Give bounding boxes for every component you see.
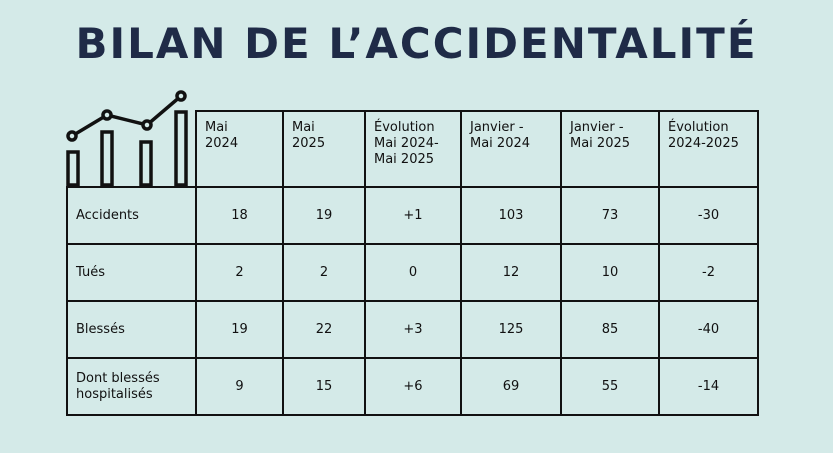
empty-cell xyxy=(67,111,197,187)
value-cell: -40 xyxy=(658,300,759,359)
column-header: Évolution Mai 2024- Mai 2025 xyxy=(364,110,462,188)
page-title: BILAN DE L’ACCIDENTALITÉ xyxy=(75,19,758,68)
value-cell: 85 xyxy=(560,300,660,359)
row-label: Tués xyxy=(66,243,197,302)
value-cell: +6 xyxy=(364,357,462,416)
value-cell: 55 xyxy=(560,357,660,416)
column-header: Mai 2024 xyxy=(195,110,284,188)
value-cell: 19 xyxy=(195,300,284,359)
value-cell: 69 xyxy=(460,357,562,416)
value-cell: 22 xyxy=(282,300,366,359)
table-row: Tués 2 2 0 12 10 -2 xyxy=(66,243,759,302)
value-cell: -14 xyxy=(658,357,759,416)
value-cell: -30 xyxy=(658,186,759,245)
value-cell: 125 xyxy=(460,300,562,359)
value-cell: 12 xyxy=(460,243,562,302)
value-cell: +1 xyxy=(364,186,462,245)
value-cell: 19 xyxy=(282,186,366,245)
value-cell: 2 xyxy=(282,243,366,302)
value-cell: 2 xyxy=(195,243,284,302)
value-cell: 10 xyxy=(560,243,660,302)
column-header: Janvier - Mai 2025 xyxy=(560,110,660,188)
column-header: Mai 2025 xyxy=(282,110,366,188)
value-cell: 9 xyxy=(195,357,284,416)
value-cell: 18 xyxy=(195,186,284,245)
value-cell: 15 xyxy=(282,357,366,416)
value-cell: 103 xyxy=(460,186,562,245)
table-row: Dont blessés hospitalisés 9 15 +6 69 55 -14 xyxy=(66,357,759,416)
row-label: Dont blessés hospitalisés xyxy=(66,357,197,416)
value-cell: +3 xyxy=(364,300,462,359)
accident-table: Mai 2024 Mai 2025 Évolution Mai 2024- Mai … xyxy=(66,110,759,416)
row-label: Blessés xyxy=(66,300,197,359)
table-row: Accidents 18 19 +1 103 73 -30 xyxy=(66,186,759,245)
value-cell: 0 xyxy=(364,243,462,302)
column-header: Janvier - Mai 2024 xyxy=(460,110,562,188)
row-label: Accidents xyxy=(66,186,197,245)
column-header: Évolution 2024-2025 xyxy=(658,110,759,188)
value-cell: 73 xyxy=(560,186,660,245)
value-cell: -2 xyxy=(658,243,759,302)
table-row: Blessés 19 22 +3 125 85 -40 xyxy=(66,300,759,359)
